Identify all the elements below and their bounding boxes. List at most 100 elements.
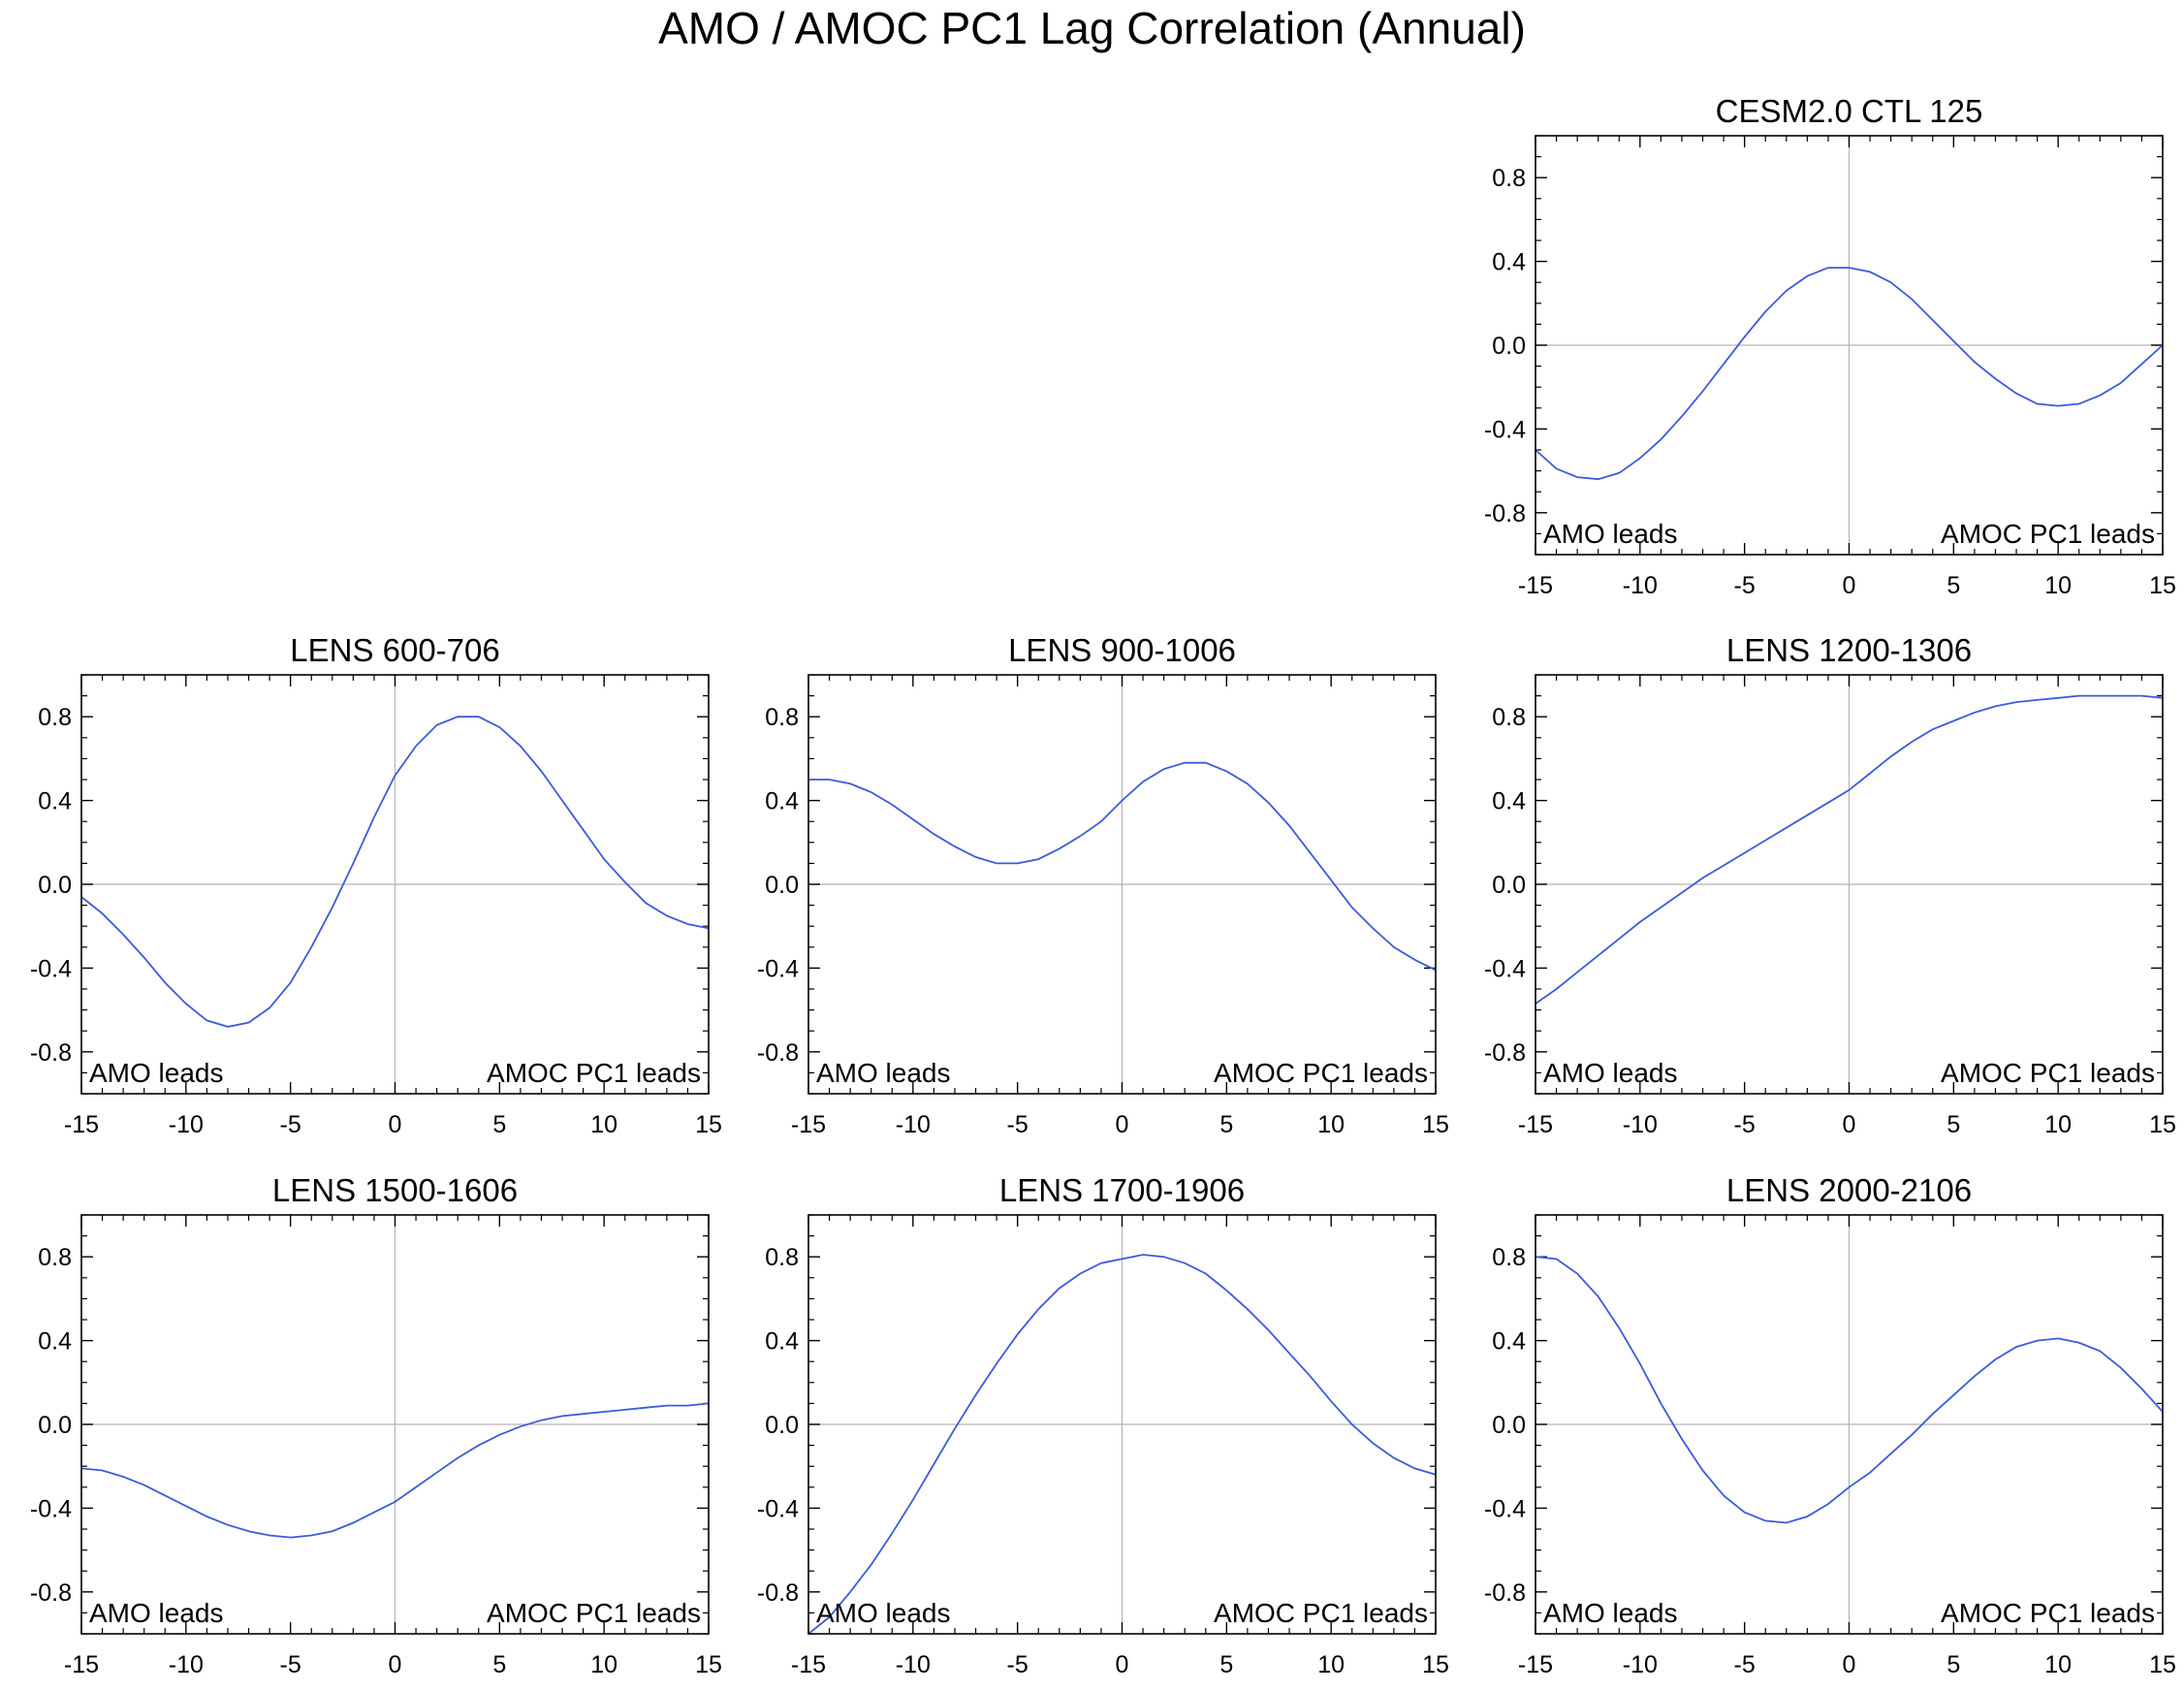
- annotation-amo-leads: AMO leads: [1543, 1598, 1678, 1628]
- x-tick-label: 10: [590, 1651, 617, 1678]
- y-tick-label: 0.4: [1492, 788, 1526, 815]
- x-tick-label: 0: [1843, 572, 1856, 599]
- x-tick-label: 15: [2149, 1651, 2176, 1678]
- y-tick-label: 0.0: [1492, 333, 1526, 360]
- y-tick-label: 0.4: [1492, 249, 1526, 276]
- annotation-amo-leads: AMO leads: [816, 1598, 951, 1628]
- y-tick-label: 0.8: [1492, 165, 1526, 192]
- correlation-line: [808, 761, 1437, 972]
- x-tick-label: 5: [1947, 572, 1960, 599]
- correlation-line: [1535, 694, 2164, 1005]
- annotation-amo-leads: AMO leads: [1543, 1058, 1678, 1088]
- correlation-line: [80, 716, 710, 1028]
- x-tick-label: 0: [1843, 1111, 1856, 1138]
- plot-frame: [807, 674, 1437, 1095]
- x-tick-label: 0: [389, 1111, 402, 1138]
- x-tick-label: 0: [389, 1651, 402, 1678]
- y-tick-label: -0.4: [1484, 955, 1526, 982]
- x-tick-label: -15: [1518, 1651, 1553, 1678]
- annotation-amoc-leads: AMOC PC1 leads: [1214, 1598, 1428, 1628]
- annotation-amo-leads: AMO leads: [89, 1058, 224, 1088]
- chart-panel: LENS 900-1006 -15 -10 -5 0 5 10 15 -0.8 -0.4 0.0 0.…: [757, 632, 1449, 1138]
- plot-frame: [80, 674, 710, 1095]
- annotation-amoc-leads: AMOC PC1 leads: [1214, 1058, 1428, 1088]
- x-tick-label: -10: [896, 1651, 931, 1678]
- x-tick-label: 5: [1219, 1651, 1233, 1678]
- y-tick-label: -0.4: [30, 955, 72, 982]
- y-tick-label: -0.4: [1484, 1495, 1526, 1522]
- y-tick-label: 0.8: [765, 1244, 799, 1271]
- x-tick-label: -15: [64, 1651, 99, 1678]
- x-tick-label: -10: [1623, 572, 1658, 599]
- x-tick-label: -5: [1734, 1111, 1756, 1138]
- x-tick-label: 5: [1219, 1111, 1233, 1138]
- y-tick-label: 0.4: [1492, 1328, 1526, 1356]
- panel-title: LENS 1500-1606: [272, 1172, 518, 1208]
- annotation-amo-leads: AMO leads: [1543, 519, 1678, 549]
- x-tick-label: -15: [1518, 1111, 1553, 1138]
- y-tick-label: 0.0: [765, 872, 799, 899]
- y-tick-label: -0.8: [757, 1039, 799, 1067]
- y-tick-label: -0.8: [1484, 1039, 1526, 1067]
- y-tick-label: -0.8: [30, 1580, 72, 1607]
- x-tick-label: -10: [1623, 1111, 1658, 1138]
- panel-title: LENS 2000-2106: [1726, 1172, 1972, 1208]
- panel-title: CESM2.0 CTL 125: [1716, 93, 1983, 129]
- panel-title: LENS 1200-1306: [1726, 632, 1972, 668]
- x-tick-label: -5: [280, 1111, 301, 1138]
- y-tick-label: 0.8: [765, 704, 799, 731]
- y-tick-label: -0.8: [30, 1039, 72, 1067]
- plot-frame: [1535, 674, 2164, 1095]
- x-tick-label: 5: [1947, 1111, 1960, 1138]
- x-tick-label: -15: [1518, 572, 1553, 599]
- x-tick-label: -5: [1007, 1651, 1029, 1678]
- panel-title: LENS 600-706: [290, 632, 499, 668]
- x-tick-label: -15: [64, 1111, 99, 1138]
- x-tick-label: 0: [1116, 1111, 1129, 1138]
- x-tick-label: 5: [492, 1651, 506, 1678]
- y-tick-label: 0.0: [765, 1412, 799, 1439]
- y-tick-label: 0.8: [1492, 1244, 1526, 1271]
- annotation-amo-leads: AMO leads: [816, 1058, 951, 1088]
- x-tick-label: -5: [280, 1651, 301, 1678]
- annotation-amo-leads: AMO leads: [89, 1598, 224, 1628]
- correlation-line: [1535, 267, 2164, 481]
- x-tick-label: -5: [1007, 1111, 1029, 1138]
- y-tick-label: -0.8: [1484, 500, 1526, 527]
- y-tick-label: -0.4: [757, 955, 799, 982]
- x-tick-label: 15: [695, 1651, 722, 1678]
- y-tick-label: 0.8: [1492, 704, 1526, 731]
- y-tick-label: -0.8: [757, 1580, 799, 1607]
- figure-title: AMO / AMOC PC1 Lag Correlation (Annual): [658, 3, 1526, 53]
- correlation-line: [1535, 1256, 2164, 1524]
- annotation-amoc-leads: AMOC PC1 leads: [1941, 1058, 2155, 1088]
- x-tick-label: 15: [1422, 1651, 1449, 1678]
- y-tick-label: 0.0: [38, 872, 72, 899]
- x-tick-label: 5: [1947, 1651, 1960, 1678]
- y-tick-label: -0.4: [1484, 416, 1526, 443]
- annotation-amoc-leads: AMOC PC1 leads: [487, 1598, 701, 1628]
- chart-panel: LENS 2000-2106 -15 -10 -5 0 5 10 15 -0.8 -0.4 0.0 0…: [1484, 1172, 2176, 1678]
- y-tick-label: 0.4: [38, 1328, 72, 1356]
- y-tick-label: 0.8: [38, 704, 72, 731]
- y-tick-label: -0.4: [30, 1495, 72, 1522]
- annotation-amoc-leads: AMOC PC1 leads: [487, 1058, 701, 1088]
- x-tick-label: -5: [1734, 572, 1756, 599]
- x-tick-label: -10: [1623, 1651, 1658, 1678]
- y-tick-label: 0.8: [38, 1244, 72, 1271]
- x-tick-label: 15: [1422, 1111, 1449, 1138]
- y-tick-label: 0.0: [38, 1412, 72, 1439]
- x-tick-label: 0: [1843, 1651, 1856, 1678]
- plot-frame: [1535, 1214, 2164, 1635]
- plot-frame: [1535, 135, 2164, 556]
- x-tick-label: -10: [896, 1111, 931, 1138]
- y-tick-label: 0.4: [38, 788, 72, 815]
- chart-panel: LENS 1700-1906 -15 -10 -5 0 5 10 15 -0.8 -0.4 0.0 0…: [757, 1172, 1449, 1678]
- y-tick-label: 0.0: [1492, 1412, 1526, 1439]
- annotation-amoc-leads: AMOC PC1 leads: [1941, 519, 2155, 549]
- x-tick-label: 15: [695, 1111, 722, 1138]
- x-tick-label: -5: [1734, 1651, 1756, 1678]
- x-tick-label: -10: [169, 1111, 204, 1138]
- x-tick-label: 5: [492, 1111, 506, 1138]
